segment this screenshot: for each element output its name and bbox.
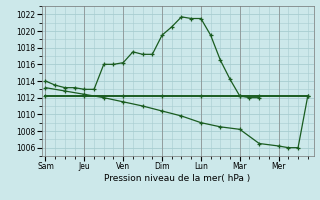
X-axis label: Pression niveau de la mer( hPa ): Pression niveau de la mer( hPa ) [104, 174, 251, 183]
